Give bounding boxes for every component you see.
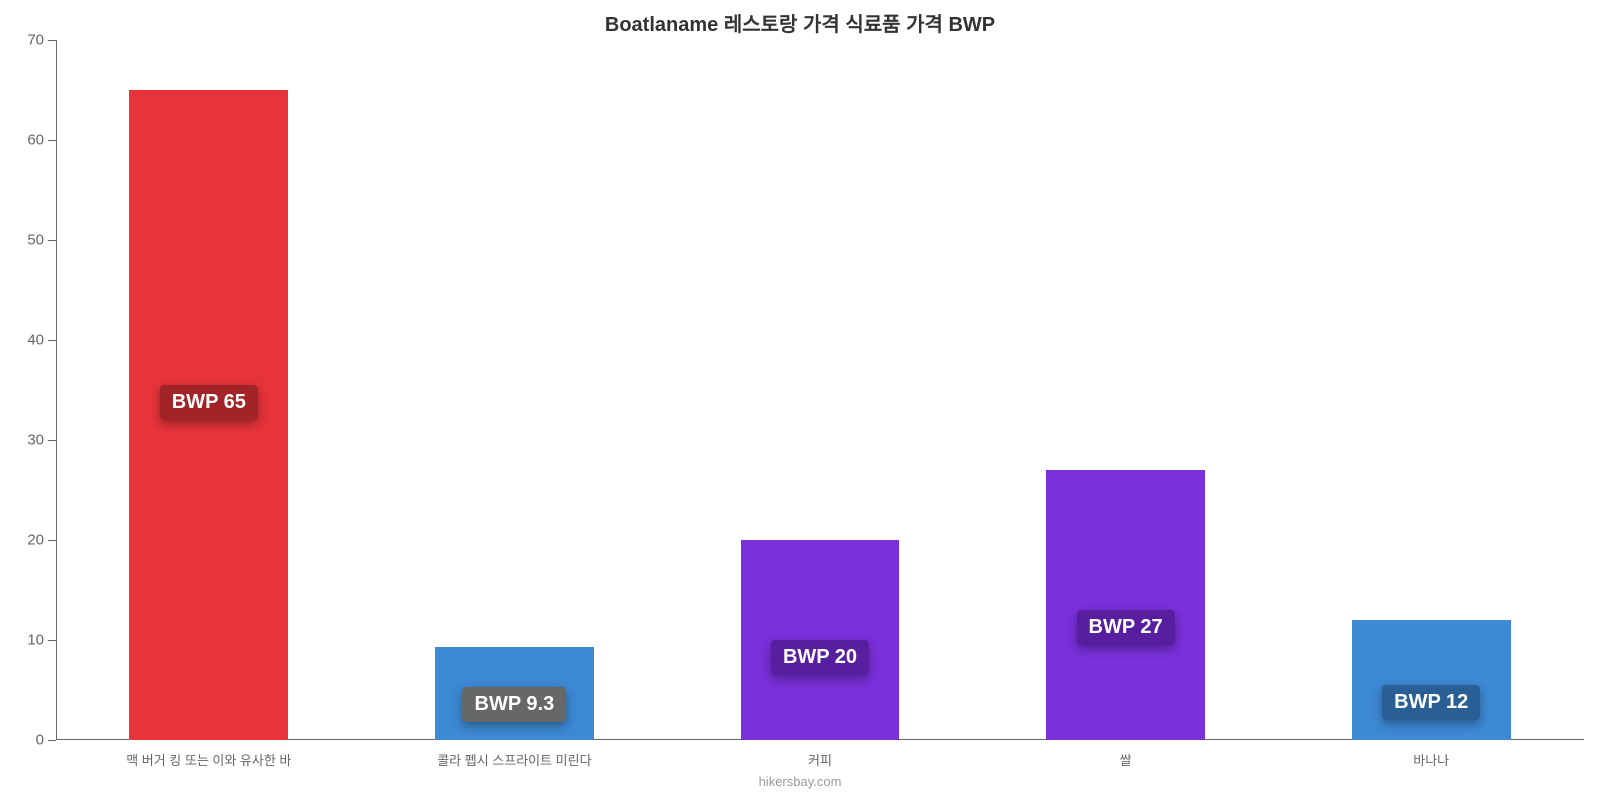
chart-footer: hikersbay.com — [0, 774, 1600, 789]
y-tick-label: 50 — [27, 232, 56, 249]
bar — [1352, 620, 1511, 740]
chart-title: Boatlaname 레스토랑 가격 식료품 가격 BWP — [0, 8, 1600, 37]
y-tick-label: 10 — [27, 632, 56, 649]
bar-value-label: BWP 9.3 — [463, 687, 567, 722]
bar-value-label: BWP 12 — [1382, 685, 1480, 720]
bar-value-label: BWP 27 — [1077, 610, 1175, 645]
y-tick-label: 0 — [36, 732, 56, 749]
x-category-label: 콜라 펩시 스프라이트 미린다 — [437, 740, 591, 769]
y-tick-label: 60 — [27, 132, 56, 149]
bar — [1046, 470, 1205, 740]
y-axis-line — [56, 40, 57, 740]
chart-plot-area: 010203040506070맥 버거 킹 또는 이와 유사한 바BWP 65콜… — [56, 40, 1584, 740]
x-category-label: 바나나 — [1413, 740, 1449, 769]
x-category-label: 쌀 — [1120, 740, 1132, 769]
y-tick-label: 30 — [27, 432, 56, 449]
y-tick-label: 70 — [27, 32, 56, 49]
bar-value-label: BWP 20 — [771, 640, 869, 675]
x-category-label: 맥 버거 킹 또는 이와 유사한 바 — [126, 740, 291, 769]
x-category-label: 커피 — [808, 740, 832, 769]
y-tick-label: 20 — [27, 532, 56, 549]
y-tick-label: 40 — [27, 332, 56, 349]
bar-value-label: BWP 65 — [160, 385, 258, 420]
